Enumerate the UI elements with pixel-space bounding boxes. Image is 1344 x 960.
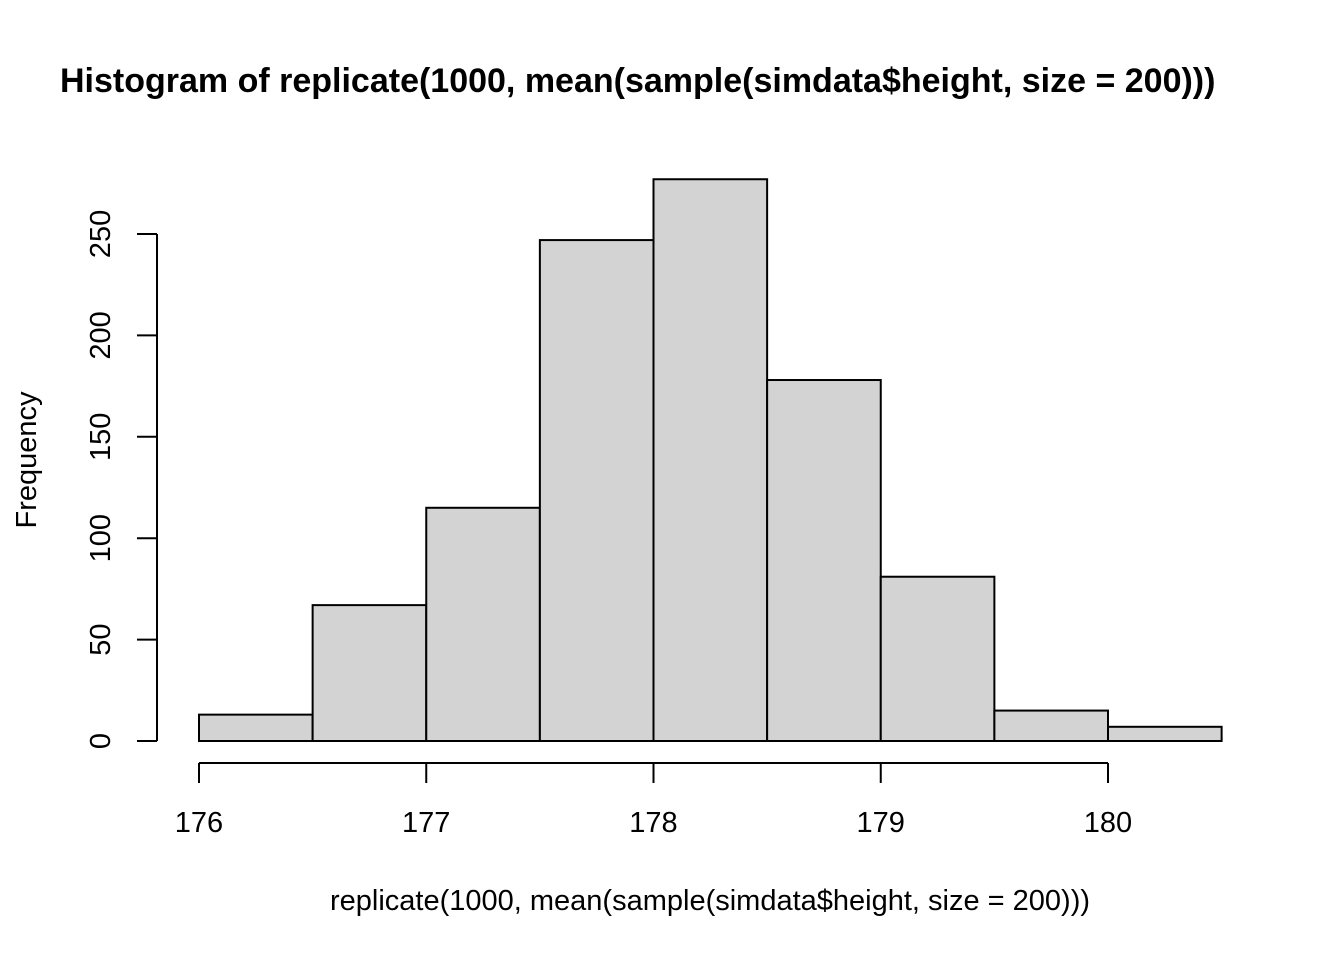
x-tick-label: 178 (629, 807, 677, 839)
x-tick-label: 179 (857, 807, 905, 839)
y-tick-label: 0 (85, 733, 117, 749)
chart-title: Histogram of replicate(1000, mean(sample… (60, 62, 1215, 100)
y-tick-label: 150 (85, 413, 117, 461)
x-axis-label: replicate(1000, mean(sample(simdata$heig… (330, 885, 1090, 917)
histogram-bar (879, 575, 996, 742)
x-tick-label: 177 (402, 807, 450, 839)
histogram-bar (1107, 725, 1223, 743)
y-tick-label: 50 (85, 623, 117, 655)
histogram-bars (198, 178, 1223, 743)
histogram-bar (993, 709, 1109, 743)
y-tick-label: 200 (85, 311, 117, 359)
histogram-bar (766, 379, 882, 742)
x-axis: 176 177 178 179 180 (175, 762, 1132, 839)
y-tick-label: 250 (85, 210, 117, 258)
histogram-bar (538, 239, 655, 742)
histogram-bar (311, 604, 428, 743)
histogram-bar (652, 178, 769, 742)
x-tick-label: 180 (1084, 807, 1132, 839)
y-axis: 0 50 100 150 200 250 (85, 210, 158, 749)
y-axis-label: Frequency (11, 391, 43, 529)
x-tick-label: 176 (175, 807, 223, 839)
histogram-bar (198, 713, 314, 742)
histogram-bar (425, 506, 541, 742)
y-tick-label: 100 (85, 514, 117, 562)
